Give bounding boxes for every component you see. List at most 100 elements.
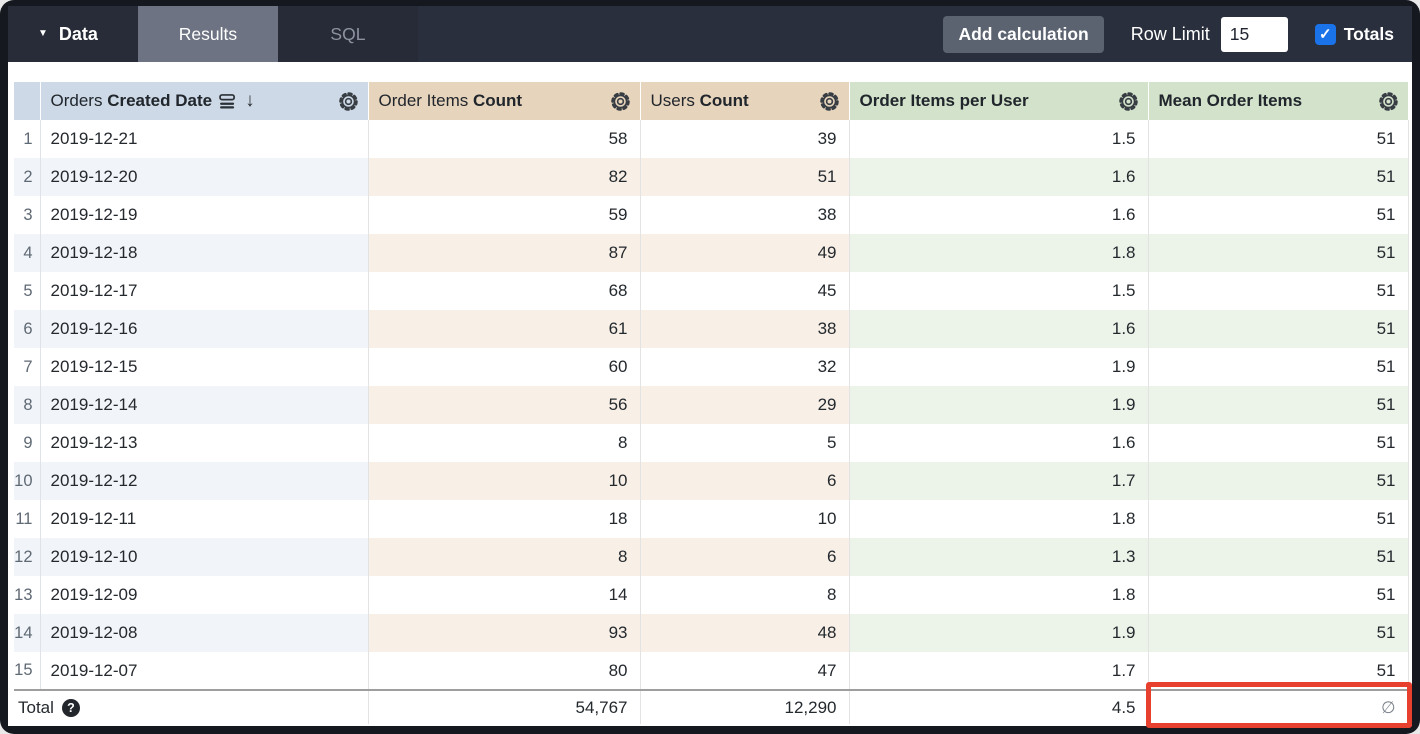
tab-sql[interactable]: SQL bbox=[277, 6, 418, 62]
cell-order-items-per-user[interactable]: 1.8 bbox=[849, 234, 1149, 272]
column-header-order-items-per-user[interactable]: Order Items per User bbox=[849, 82, 1149, 120]
cell-orders-created-date[interactable]: 2019-12-12 bbox=[40, 462, 369, 500]
cell-order-items-count[interactable]: 59 bbox=[368, 196, 641, 234]
cell-mean-order-items[interactable]: 51 bbox=[1148, 120, 1409, 158]
cell-users-count[interactable]: 38 bbox=[640, 310, 850, 348]
cell-orders-created-date[interactable]: 2019-12-20 bbox=[40, 158, 369, 196]
cell-order-items-count[interactable]: 61 bbox=[368, 310, 641, 348]
cell-order-items-count[interactable]: 60 bbox=[368, 348, 641, 386]
cell-users-count[interactable]: 47 bbox=[640, 652, 850, 690]
cell-order-items-per-user[interactable]: 1.9 bbox=[849, 614, 1149, 652]
row-limit-input[interactable] bbox=[1220, 16, 1288, 52]
cell-mean-order-items[interactable]: 51 bbox=[1148, 348, 1409, 386]
total-row: Total ? 54,767 12,290 4.5 ∅ bbox=[14, 689, 1409, 724]
totals-checkbox[interactable]: ✓ bbox=[1314, 23, 1336, 45]
cell-orders-created-date[interactable]: 2019-12-13 bbox=[40, 424, 369, 462]
cell-users-count[interactable]: 8 bbox=[640, 576, 850, 614]
table-row: 5 2019-12-17 68 45 1.5 51 bbox=[14, 272, 1409, 310]
cell-order-items-per-user[interactable]: 1.8 bbox=[849, 500, 1149, 538]
gear-icon[interactable] bbox=[819, 91, 840, 112]
cell-orders-created-date[interactable]: 2019-12-17 bbox=[40, 272, 369, 310]
column-header-order-items-count[interactable]: Order Items Count bbox=[368, 82, 641, 120]
cell-order-items-count[interactable]: 82 bbox=[368, 158, 641, 196]
cell-users-count[interactable]: 6 bbox=[640, 462, 850, 500]
cell-order-items-per-user[interactable]: 1.6 bbox=[849, 310, 1149, 348]
cell-order-items-per-user[interactable]: 1.7 bbox=[849, 652, 1149, 690]
cell-orders-created-date[interactable]: 2019-12-19 bbox=[40, 196, 369, 234]
cell-order-items-count[interactable]: 56 bbox=[368, 386, 641, 424]
cell-users-count[interactable]: 32 bbox=[640, 348, 850, 386]
cell-orders-created-date[interactable]: 2019-12-21 bbox=[40, 120, 369, 158]
cell-users-count[interactable]: 10 bbox=[640, 500, 850, 538]
column-header-orders-created-date[interactable]: Orders Created Date ↓ bbox=[40, 82, 369, 120]
cell-order-items-per-user[interactable]: 1.7 bbox=[849, 462, 1149, 500]
cell-users-count[interactable]: 39 bbox=[640, 120, 850, 158]
cell-orders-created-date[interactable]: 2019-12-08 bbox=[40, 614, 369, 652]
cell-orders-created-date[interactable]: 2019-12-10 bbox=[40, 538, 369, 576]
cell-mean-order-items[interactable]: 51 bbox=[1148, 424, 1409, 462]
cell-mean-order-items[interactable]: 51 bbox=[1148, 652, 1409, 690]
cell-order-items-per-user[interactable]: 1.3 bbox=[849, 538, 1149, 576]
cell-mean-order-items[interactable]: 51 bbox=[1148, 462, 1409, 500]
cell-order-items-count[interactable]: 18 bbox=[368, 500, 641, 538]
total-users-count[interactable]: 12,290 bbox=[640, 689, 850, 724]
total-order-items-per-user[interactable]: 4.5 bbox=[849, 689, 1149, 724]
cell-order-items-count[interactable]: 8 bbox=[368, 538, 641, 576]
cell-order-items-count[interactable]: 68 bbox=[368, 272, 641, 310]
cell-users-count[interactable]: 45 bbox=[640, 272, 850, 310]
add-calculation-button[interactable]: Add calculation bbox=[943, 15, 1104, 53]
help-icon[interactable]: ? bbox=[61, 698, 80, 717]
gear-icon[interactable] bbox=[1378, 91, 1399, 112]
gear-icon[interactable] bbox=[610, 91, 631, 112]
cell-order-items-count[interactable]: 8 bbox=[368, 424, 641, 462]
cell-mean-order-items[interactable]: 51 bbox=[1148, 196, 1409, 234]
gear-icon[interactable] bbox=[338, 91, 359, 112]
cell-order-items-per-user[interactable]: 1.9 bbox=[849, 386, 1149, 424]
cell-users-count[interactable]: 48 bbox=[640, 614, 850, 652]
cell-orders-created-date[interactable]: 2019-12-16 bbox=[40, 310, 369, 348]
cell-mean-order-items[interactable]: 51 bbox=[1148, 234, 1409, 272]
cell-orders-created-date[interactable]: 2019-12-11 bbox=[40, 500, 369, 538]
cell-users-count[interactable]: 51 bbox=[640, 158, 850, 196]
total-mean-order-items[interactable]: ∅ bbox=[1148, 689, 1409, 724]
total-order-items-count[interactable]: 54,767 bbox=[368, 689, 641, 724]
row-number: 11 bbox=[14, 500, 41, 538]
cell-order-items-per-user[interactable]: 1.6 bbox=[849, 424, 1149, 462]
cell-mean-order-items[interactable]: 51 bbox=[1148, 538, 1409, 576]
cell-orders-created-date[interactable]: 2019-12-14 bbox=[40, 386, 369, 424]
cell-order-items-per-user[interactable]: 1.5 bbox=[849, 272, 1149, 310]
cell-mean-order-items[interactable]: 51 bbox=[1148, 576, 1409, 614]
column-header-mean-order-items[interactable]: Mean Order Items bbox=[1148, 82, 1409, 120]
cell-mean-order-items[interactable]: 51 bbox=[1148, 500, 1409, 538]
cell-mean-order-items[interactable]: 51 bbox=[1148, 158, 1409, 196]
cell-order-items-count[interactable]: 58 bbox=[368, 120, 641, 158]
cell-order-items-count[interactable]: 14 bbox=[368, 576, 641, 614]
cell-order-items-per-user[interactable]: 1.6 bbox=[849, 196, 1149, 234]
data-section-toggle[interactable]: ▼ Data bbox=[8, 6, 138, 62]
cell-order-items-per-user[interactable]: 1.9 bbox=[849, 348, 1149, 386]
cell-orders-created-date[interactable]: 2019-12-15 bbox=[40, 348, 369, 386]
tab-results[interactable]: Results bbox=[137, 6, 278, 62]
cell-orders-created-date[interactable]: 2019-12-07 bbox=[40, 652, 369, 690]
cell-order-items-per-user[interactable]: 1.8 bbox=[849, 576, 1149, 614]
cell-mean-order-items[interactable]: 51 bbox=[1148, 272, 1409, 310]
cell-order-items-count[interactable]: 10 bbox=[368, 462, 641, 500]
cell-orders-created-date[interactable]: 2019-12-18 bbox=[40, 234, 369, 272]
cell-mean-order-items[interactable]: 51 bbox=[1148, 614, 1409, 652]
cell-users-count[interactable]: 29 bbox=[640, 386, 850, 424]
column-header-users-count[interactable]: Users Count bbox=[640, 82, 850, 120]
cell-order-items-per-user[interactable]: 1.6 bbox=[849, 158, 1149, 196]
cell-users-count[interactable]: 5 bbox=[640, 424, 850, 462]
gear-icon[interactable] bbox=[1118, 91, 1139, 112]
cell-order-items-count[interactable]: 80 bbox=[368, 652, 641, 690]
cell-order-items-count[interactable]: 93 bbox=[368, 614, 641, 652]
cell-users-count[interactable]: 49 bbox=[640, 234, 850, 272]
cell-mean-order-items[interactable]: 51 bbox=[1148, 386, 1409, 424]
cell-users-count[interactable]: 6 bbox=[640, 538, 850, 576]
cell-order-items-count[interactable]: 87 bbox=[368, 234, 641, 272]
cell-orders-created-date[interactable]: 2019-12-09 bbox=[40, 576, 369, 614]
cell-mean-order-items[interactable]: 51 bbox=[1148, 310, 1409, 348]
cell-users-count[interactable]: 38 bbox=[640, 196, 850, 234]
cell-order-items-per-user[interactable]: 1.5 bbox=[849, 120, 1149, 158]
